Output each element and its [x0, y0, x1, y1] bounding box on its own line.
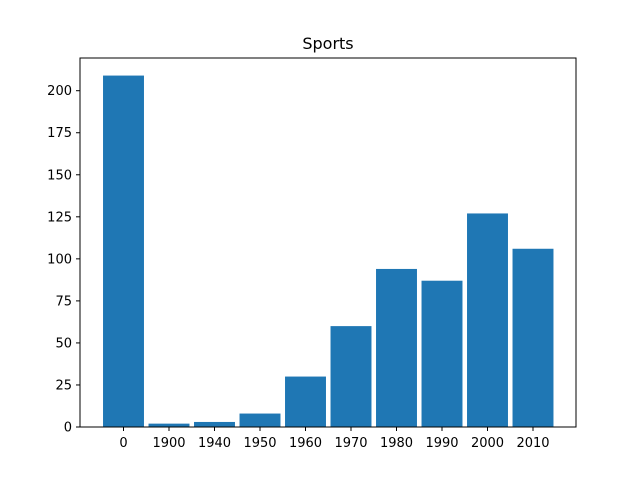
x-tick-label: 1940	[198, 436, 231, 451]
y-axis: 0 25 50 75 100 125 150 175 200	[47, 84, 80, 436]
x-tick-label: 1970	[334, 436, 367, 451]
x-tick-label: 1990	[425, 436, 458, 451]
y-tick-label: 175	[47, 126, 72, 141]
bar-0	[103, 75, 144, 428]
bar-2010	[512, 248, 554, 427]
x-tick-label: 2010	[516, 436, 549, 451]
y-tick-label: 0	[64, 421, 72, 436]
bar-2000	[467, 213, 508, 427]
y-tick-label: 125	[47, 210, 72, 225]
x-tick-label: 0	[119, 436, 127, 451]
y-tick-label: 75	[55, 294, 72, 309]
x-axis: 0 1900 1940 1950 1960 1970 1980 1990 2000 2010	[119, 427, 550, 451]
bar-1980	[376, 268, 417, 427]
bar-1940	[194, 421, 235, 427]
bar-1990	[421, 280, 463, 427]
x-tick-label: 1980	[380, 436, 413, 451]
x-tick-label: 1950	[243, 436, 276, 451]
bars	[103, 75, 554, 428]
plot-frame	[79, 57, 577, 428]
bar-1970	[330, 326, 372, 427]
x-tick-label: 1900	[152, 436, 185, 451]
y-tick-label: 50	[55, 336, 72, 351]
bar-1960	[285, 376, 326, 427]
y-tick-label: 150	[47, 168, 72, 183]
bar-1900	[148, 423, 190, 427]
chart-title: Sports	[302, 34, 353, 53]
y-tick-label: 100	[47, 252, 72, 267]
y-tick-label: 200	[47, 84, 72, 99]
y-tick-label: 25	[55, 378, 72, 393]
x-tick-label: 2000	[471, 436, 504, 451]
bar-1950	[239, 413, 281, 427]
x-tick-label: 1960	[289, 436, 322, 451]
